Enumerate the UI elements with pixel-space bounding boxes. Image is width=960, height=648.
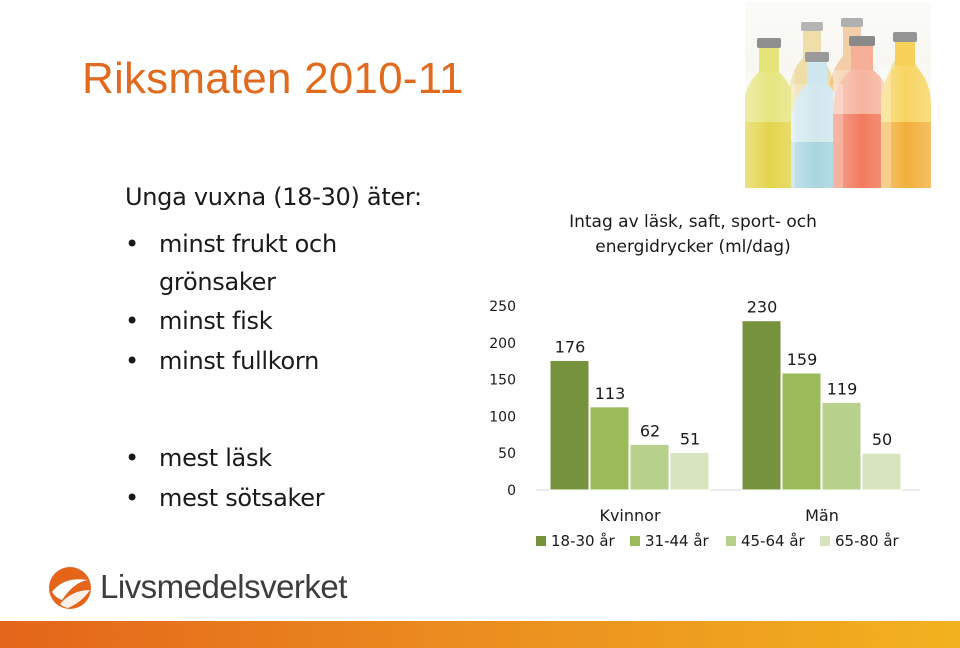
legend-swatch <box>630 536 640 546</box>
bullet-icon: • <box>125 230 139 258</box>
soda-bottles-photo <box>745 2 931 188</box>
intro-text: Unga vuxna (18-30) äter: <box>125 183 422 211</box>
data-label: 119 <box>827 379 858 398</box>
legend-swatch <box>726 536 736 546</box>
y-tick-label: 250 <box>489 299 516 315</box>
y-tick-label: 0 <box>507 483 516 499</box>
y-tick-label: 50 <box>498 446 516 462</box>
bullet-list-least: • minst frukt och grönsaker • minst fisk… <box>125 225 419 381</box>
chart-title: Intag av läsk, saft, sport- och energidr… <box>569 212 817 257</box>
livsmedelsverket-logo-icon <box>49 567 91 609</box>
y-tick-label: 150 <box>489 373 516 389</box>
legend-swatch <box>820 536 830 546</box>
bullet-item: • mest sötsaker <box>125 478 325 518</box>
data-label: 113 <box>595 384 626 403</box>
bullet-item: • minst fisk <box>125 301 419 341</box>
bullet-icon: • <box>125 484 139 512</box>
bullet-text: minst frukt och grönsaker <box>159 230 337 296</box>
legend-label: 65-80 år <box>835 532 900 550</box>
bar-chart: 0 50 100 150 200 250 176 113 62 51 Kvinnor 230 159 11… <box>489 298 920 550</box>
bullet-item: • minst frukt och grönsaker <box>125 225 419 301</box>
bullet-item: • minst fullkorn <box>125 341 419 381</box>
data-label: 62 <box>640 421 660 440</box>
y-tick-label: 200 <box>489 336 516 352</box>
x-category-label: Kvinnor <box>599 506 660 525</box>
bar-18-30-år-män <box>741 320 782 491</box>
bar-45-64-år-kvinnor <box>629 443 670 491</box>
legend-label: 31-44 år <box>645 532 710 550</box>
bullet-list-most: • mest läsk • mest sötsaker <box>125 438 325 518</box>
y-tick-label: 100 <box>489 409 516 425</box>
x-category-label: Män <box>805 506 839 525</box>
bar-18-30-år-kvinnor <box>549 359 590 491</box>
legend-label: 45-64 år <box>741 532 806 550</box>
bar-65-80-år-män <box>861 452 902 491</box>
bullet-text: mest sötsaker <box>159 484 325 512</box>
bullet-text: mest läsk <box>159 444 272 472</box>
data-label: 159 <box>787 350 818 369</box>
bar-45-64-år-män <box>821 401 862 491</box>
data-label: 51 <box>680 429 700 448</box>
page-title: Riksmaten 2010-11 <box>82 54 464 103</box>
logo-text: Livsmedelsverket <box>100 568 347 605</box>
bullet-text: minst fisk <box>159 307 273 335</box>
data-label: 230 <box>747 298 778 317</box>
bullet-text: minst fullkorn <box>159 347 319 375</box>
bar-31-44-år-män <box>781 372 822 491</box>
legend-swatch <box>536 536 546 546</box>
bullet-icon: • <box>125 347 139 375</box>
data-label: 176 <box>555 337 586 356</box>
bar-31-44-år-kvinnor <box>589 406 630 491</box>
bar-65-80-år-kvinnor <box>669 451 710 491</box>
bullet-item: • mest läsk <box>125 438 324 478</box>
footer-bar <box>0 621 960 648</box>
bullet-icon: • <box>125 307 139 335</box>
logo: Livsmedelsverket <box>48 566 368 612</box>
data-label: 50 <box>872 430 892 449</box>
legend-label: 18-30 år <box>551 532 616 550</box>
bullet-icon: • <box>125 444 139 472</box>
